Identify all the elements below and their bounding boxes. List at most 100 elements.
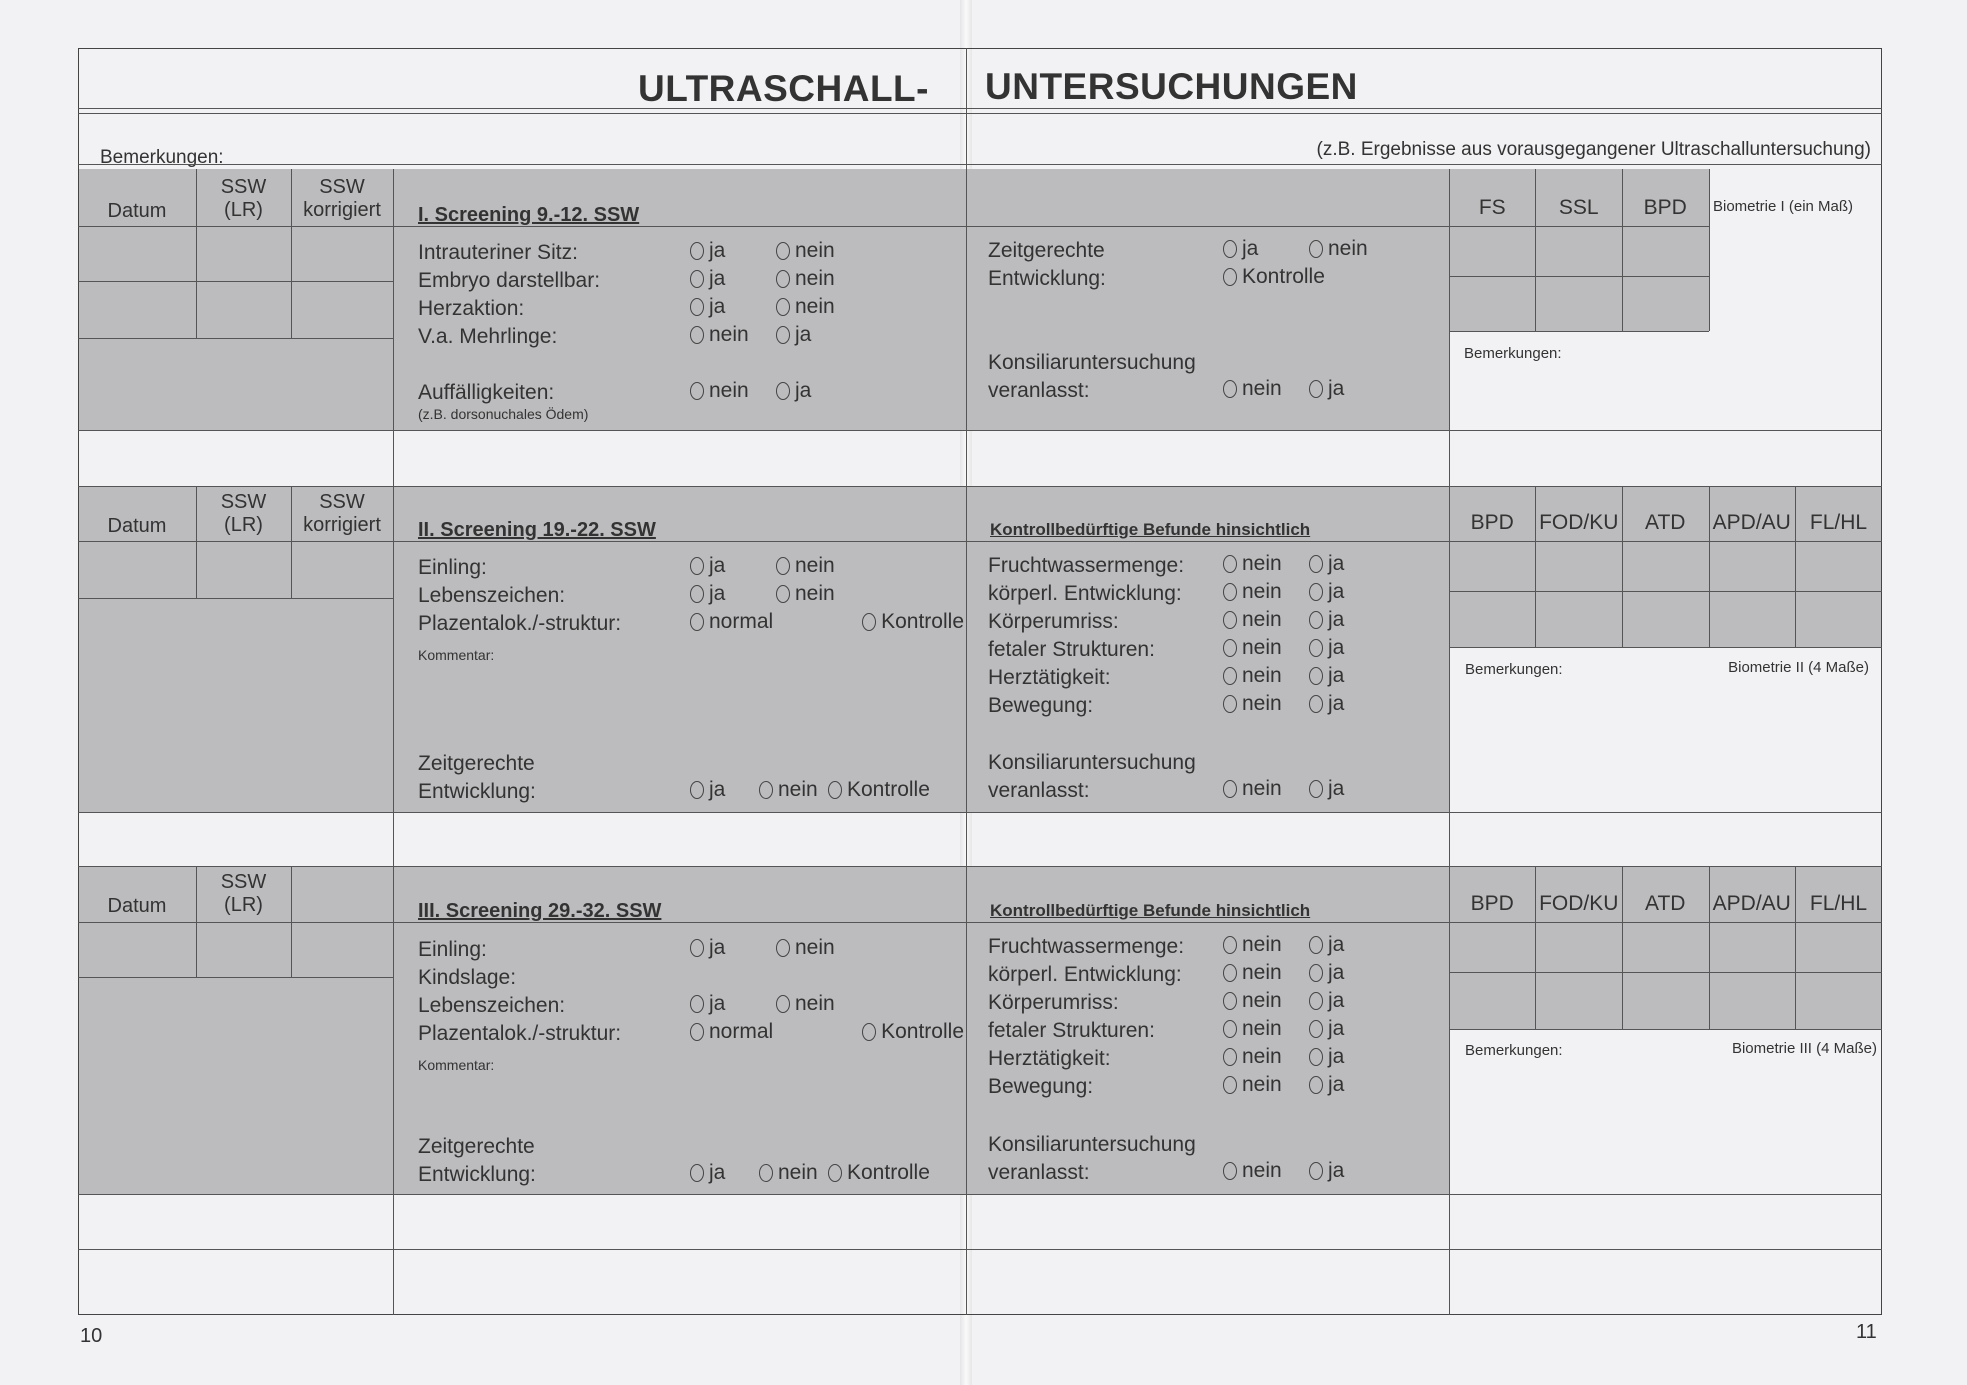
radio-circle-icon[interactable] xyxy=(690,585,704,603)
radio-circle-icon[interactable] xyxy=(1309,780,1323,798)
radio-circle-icon[interactable] xyxy=(690,326,704,344)
radio-circle-icon[interactable] xyxy=(1309,240,1323,258)
radio-circle-icon[interactable] xyxy=(1309,583,1323,601)
radio-circle-icon[interactable] xyxy=(1223,695,1237,713)
radio-circle-icon[interactable] xyxy=(1223,936,1237,954)
radio-option-nein[interactable]: nein xyxy=(1223,636,1309,660)
radio-circle-icon[interactable] xyxy=(1223,639,1237,657)
radio-circle-icon[interactable] xyxy=(1309,1076,1323,1094)
radio-circle-icon[interactable] xyxy=(1309,936,1323,954)
radio-option-ja[interactable]: ja xyxy=(1309,1017,1395,1041)
radio-option-ja[interactable]: ja xyxy=(1309,580,1395,604)
radio-circle-icon[interactable] xyxy=(1223,240,1237,258)
radio-circle-icon[interactable] xyxy=(690,298,704,316)
radio-circle-icon[interactable] xyxy=(776,557,790,575)
radio-option-ja[interactable]: ja xyxy=(1309,692,1395,716)
radio-option-ja[interactable]: ja xyxy=(1309,989,1395,1013)
radio-circle-icon[interactable] xyxy=(1309,667,1323,685)
radio-circle-icon[interactable] xyxy=(776,298,790,316)
radio-circle-icon[interactable] xyxy=(862,1023,877,1041)
radio-circle-icon[interactable] xyxy=(1223,555,1237,573)
radio-circle-icon[interactable] xyxy=(1223,268,1237,286)
radio-circle-icon[interactable] xyxy=(862,613,877,631)
radio-option-ja[interactable]: ja xyxy=(1309,933,1395,957)
radio-circle-icon[interactable] xyxy=(776,995,790,1013)
radio-circle-icon[interactable] xyxy=(1309,964,1323,982)
radio-option-nein[interactable]: nein xyxy=(776,267,862,291)
radio-option-ja[interactable]: ja xyxy=(690,239,776,263)
radio-circle-icon[interactable] xyxy=(776,585,790,603)
radio-option-ja[interactable]: ja xyxy=(1309,961,1395,985)
radio-option-nein[interactable]: nein xyxy=(1223,989,1309,1013)
radio-circle-icon[interactable] xyxy=(828,781,842,799)
radio-option-nein[interactable]: nein xyxy=(1223,1073,1309,1097)
radio-option-ja[interactable]: ja xyxy=(690,582,776,606)
radio-circle-icon[interactable] xyxy=(776,242,790,260)
radio-option-ja[interactable]: ja xyxy=(776,323,862,347)
radio-circle-icon[interactable] xyxy=(759,781,773,799)
radio-option-ja[interactable]: ja xyxy=(1309,377,1395,401)
radio-option-normal[interactable]: normal xyxy=(690,610,776,634)
radio-option-nein[interactable]: nein xyxy=(1223,961,1309,985)
radio-circle-icon[interactable] xyxy=(1309,1020,1323,1038)
radio-circle-icon[interactable] xyxy=(690,1164,704,1182)
radio-option-ja[interactable]: ja xyxy=(1309,777,1395,801)
radio-circle-icon[interactable] xyxy=(690,1023,704,1041)
radio-option-ja[interactable]: ja xyxy=(1309,1159,1395,1183)
radio-circle-icon[interactable] xyxy=(1309,555,1323,573)
radio-option-nein[interactable]: nein xyxy=(1223,1045,1309,1069)
radio-circle-icon[interactable] xyxy=(1223,964,1237,982)
radio-circle-icon[interactable] xyxy=(828,1164,842,1182)
radio-circle-icon[interactable] xyxy=(690,242,704,260)
radio-circle-icon[interactable] xyxy=(1223,992,1237,1010)
radio-circle-icon[interactable] xyxy=(759,1164,773,1182)
radio-circle-icon[interactable] xyxy=(690,382,704,400)
radio-option-nein[interactable]: nein xyxy=(776,936,862,960)
radio-option-ja[interactable]: ja xyxy=(690,554,776,578)
radio-option-ja[interactable]: ja xyxy=(1309,636,1395,660)
radio-option-nein[interactable]: nein xyxy=(759,778,828,802)
radio-option-nein[interactable]: nein xyxy=(690,323,776,347)
radio-circle-icon[interactable] xyxy=(1223,1162,1237,1180)
radio-option-kontrolle[interactable]: Kontrolle xyxy=(828,1161,930,1185)
radio-circle-icon[interactable] xyxy=(690,781,704,799)
radio-circle-icon[interactable] xyxy=(776,326,790,344)
radio-circle-icon[interactable] xyxy=(690,613,704,631)
radio-circle-icon[interactable] xyxy=(1309,1162,1323,1180)
radio-option-kontrolle[interactable]: Kontrolle xyxy=(1223,265,1325,289)
radio-option-nein[interactable]: nein xyxy=(759,1161,828,1185)
radio-option-ja[interactable]: ja xyxy=(1309,552,1395,576)
radio-circle-icon[interactable] xyxy=(1223,1048,1237,1066)
radio-option-ja[interactable]: ja xyxy=(1309,1073,1395,1097)
radio-circle-icon[interactable] xyxy=(1223,583,1237,601)
radio-option-nein[interactable]: nein xyxy=(1223,1159,1309,1183)
radio-option-kontrolle[interactable]: Kontrolle xyxy=(862,1020,964,1044)
radio-option-kontrolle[interactable]: Kontrolle xyxy=(862,610,964,634)
radio-option-nein[interactable]: nein xyxy=(1223,377,1309,401)
radio-option-nein[interactable]: nein xyxy=(776,582,862,606)
radio-circle-icon[interactable] xyxy=(690,995,704,1013)
radio-option-ja[interactable]: ja xyxy=(1309,608,1395,632)
radio-option-ja[interactable]: ja xyxy=(690,936,776,960)
radio-circle-icon[interactable] xyxy=(1309,992,1323,1010)
radio-option-ja[interactable]: ja xyxy=(690,778,759,802)
radio-option-normal[interactable]: normal xyxy=(690,1020,776,1044)
radio-option-nein[interactable]: nein xyxy=(1223,692,1309,716)
radio-circle-icon[interactable] xyxy=(776,939,790,957)
radio-option-nein[interactable]: nein xyxy=(1309,237,1395,261)
radio-option-ja[interactable]: ja xyxy=(1309,1045,1395,1069)
radio-circle-icon[interactable] xyxy=(1223,667,1237,685)
radio-circle-icon[interactable] xyxy=(776,382,790,400)
radio-option-nein[interactable]: nein xyxy=(1223,580,1309,604)
radio-circle-icon[interactable] xyxy=(1223,611,1237,629)
radio-circle-icon[interactable] xyxy=(1309,695,1323,713)
radio-option-nein[interactable]: nein xyxy=(776,239,862,263)
radio-circle-icon[interactable] xyxy=(690,270,704,288)
radio-circle-icon[interactable] xyxy=(1309,1048,1323,1066)
radio-circle-icon[interactable] xyxy=(1309,380,1323,398)
radio-circle-icon[interactable] xyxy=(1309,639,1323,657)
radio-circle-icon[interactable] xyxy=(1223,1076,1237,1094)
radio-option-ja[interactable]: ja xyxy=(690,1161,759,1185)
radio-option-ja[interactable]: ja xyxy=(690,992,776,1016)
radio-option-kontrolle[interactable]: Kontrolle xyxy=(828,778,930,802)
